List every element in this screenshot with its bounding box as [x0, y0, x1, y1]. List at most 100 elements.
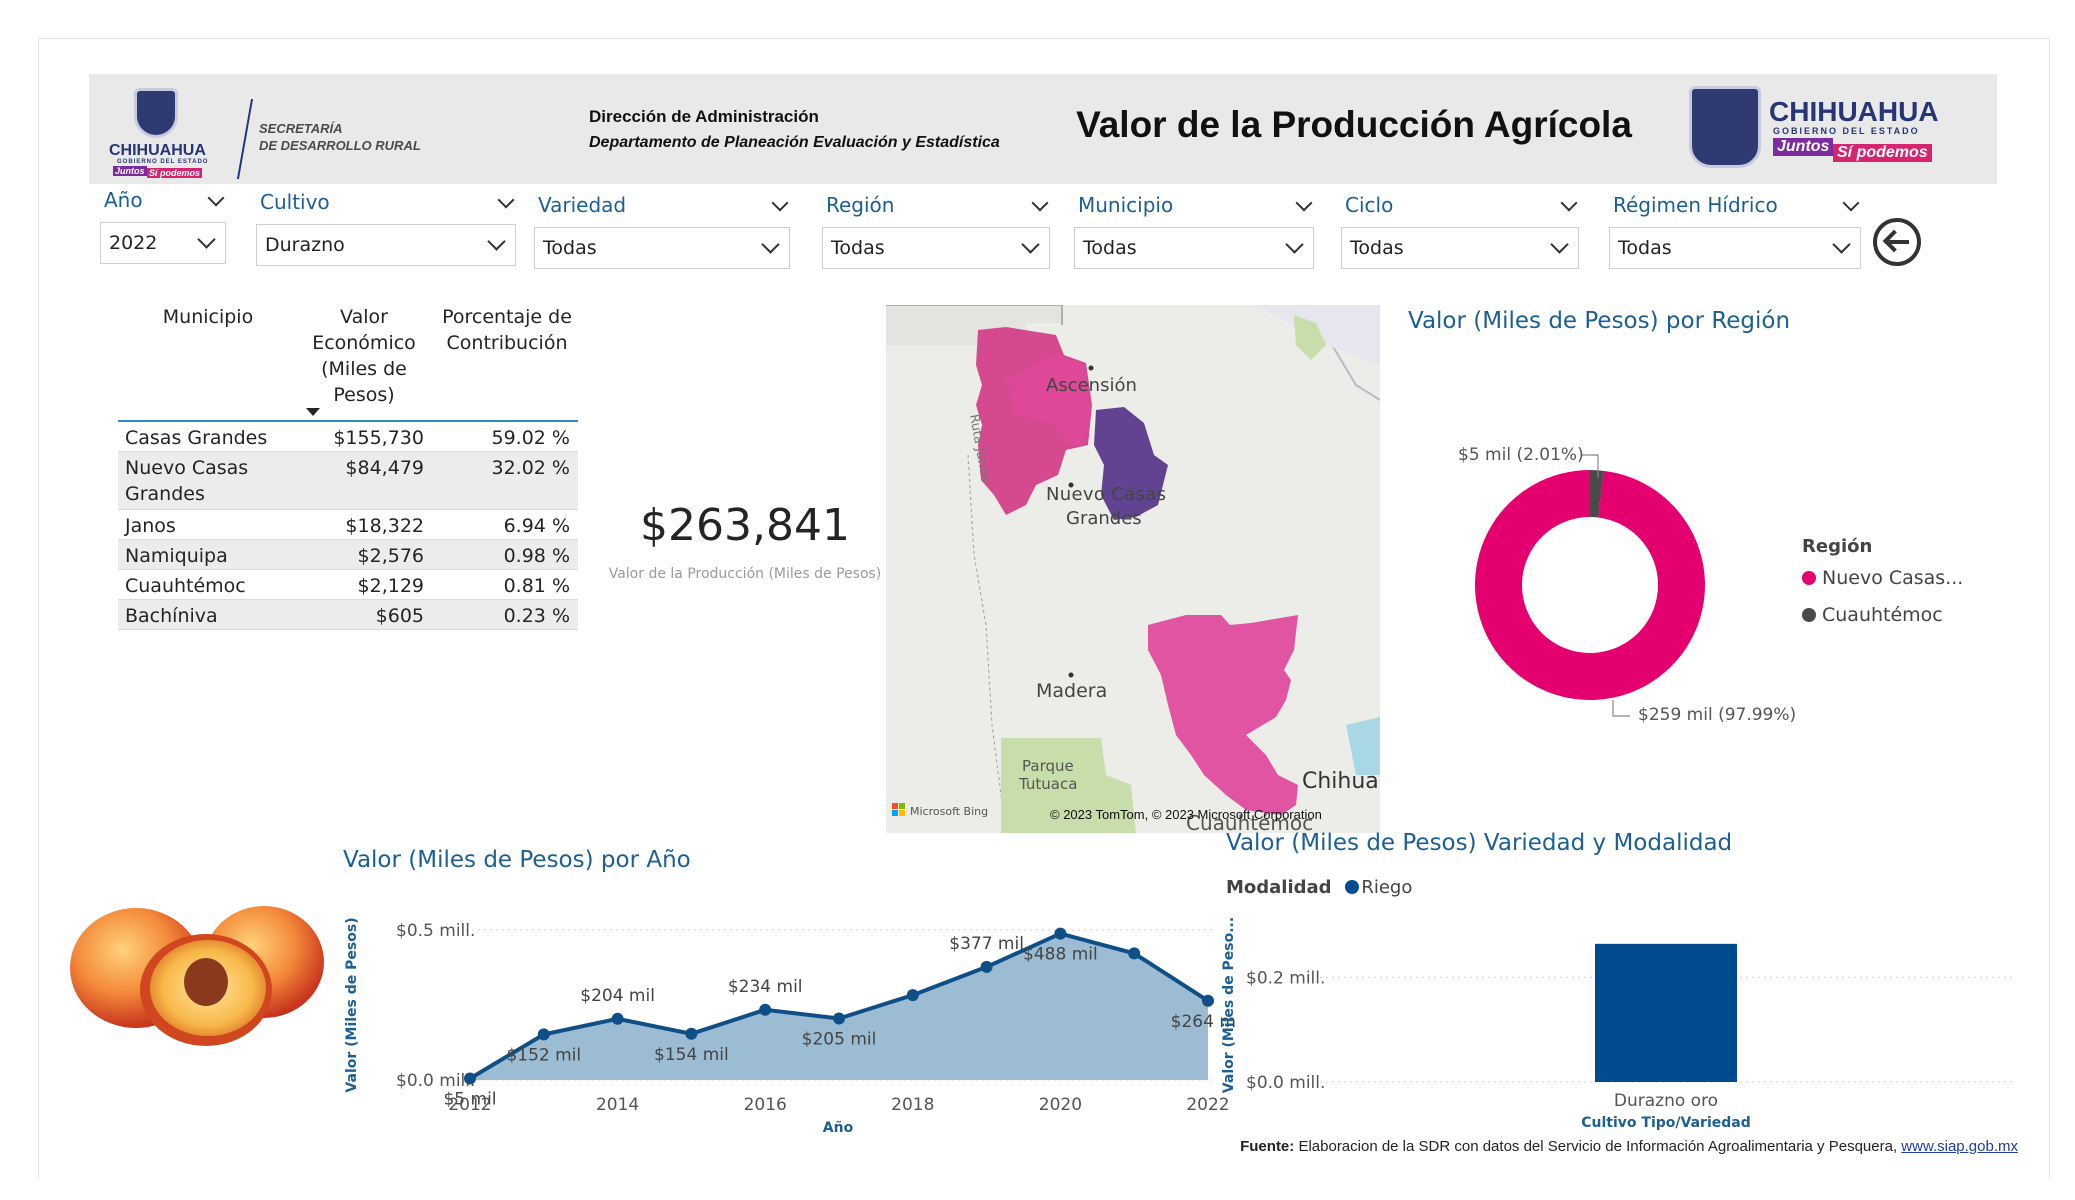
- map-road: [967, 454, 1007, 833]
- col-header-pct-l2: Contribución: [446, 332, 568, 354]
- table-row[interactable]: Janos $18,322 6.94 %: [118, 510, 578, 540]
- data-point[interactable]: [833, 1012, 845, 1025]
- filter-label: Municipio: [1078, 193, 1174, 217]
- donut-slice-0[interactable]: [1475, 470, 1705, 700]
- y-axis-title: Valor (Miles de Pesos): [344, 917, 360, 1092]
- filter-regimen-hidrico[interactable]: Régimen Hídrico Todas: [1609, 193, 1861, 273]
- cell-valor: $84,479: [345, 457, 424, 479]
- data-point[interactable]: [1054, 927, 1067, 940]
- bar-legend-title: Modalidad: [1226, 877, 1332, 898]
- bar-durazno-oro[interactable]: [1595, 943, 1737, 1082]
- sort-desc-icon[interactable]: [306, 408, 320, 416]
- municipio-map[interactable]: Ascensión Nuevo Casas Grandes Madera Par…: [886, 305, 1380, 833]
- chihuahua-logo-left: CHIHUAHUA GOBIERNO DEL ESTADO Juntos Sí …: [109, 84, 439, 179]
- donut-chart[interactable]: [1440, 440, 1740, 740]
- chevron-down-icon[interactable]: [1560, 194, 1578, 212]
- filter-value: Todas: [831, 237, 885, 259]
- arrow-left-head: [1882, 229, 1906, 253]
- map-label-tutuaca-l1: Parque: [1022, 757, 1074, 775]
- data-point[interactable]: [537, 1028, 550, 1041]
- filter-cultivo[interactable]: Cultivo Durazno: [256, 190, 516, 270]
- chevron-down-icon[interactable]: [1832, 235, 1851, 254]
- bar-legend-riego[interactable]: Riego: [1361, 877, 1413, 898]
- cell-valor: $18,322: [345, 515, 424, 537]
- data-point[interactable]: [1202, 994, 1214, 1007]
- filter-dropdown[interactable]: Todas: [1074, 227, 1314, 269]
- chevron-down-icon[interactable]: [1031, 194, 1049, 212]
- cell-pct: 0.98 %: [503, 545, 570, 567]
- data-point[interactable]: [1128, 947, 1141, 960]
- map-label-ncg-line1: Nuevo Casas: [1046, 484, 1166, 505]
- chevron-down-icon[interactable]: [487, 232, 506, 251]
- y-axis-title: Valor (Miles de Peso...: [1221, 917, 1237, 1093]
- col-header-municipio[interactable]: Municipio: [162, 306, 254, 328]
- filter-value: Todas: [1350, 237, 1404, 259]
- chevron-down-icon[interactable]: [497, 191, 515, 209]
- chevron-down-icon[interactable]: [1021, 235, 1040, 254]
- data-point[interactable]: [980, 960, 993, 973]
- chevron-down-icon[interactable]: [1285, 235, 1304, 254]
- map-label-ascension: Ascensión: [1046, 375, 1137, 396]
- table-row[interactable]: Nuevo Casas Grandes $84,479 32.02 %: [118, 452, 578, 510]
- map-region-janos[interactable]: [1006, 353, 1091, 445]
- data-point[interactable]: [611, 1012, 624, 1025]
- data-label: $377 mil: [949, 934, 1024, 954]
- source-link[interactable]: www.siap.gob.mx: [1901, 1138, 2018, 1155]
- cell-pct: 59.02 %: [491, 427, 571, 449]
- data-label: $234 mil: [728, 977, 803, 997]
- data-point[interactable]: [685, 1027, 698, 1040]
- map-park-north: [1294, 315, 1326, 360]
- legend-item-nuevo-casas[interactable]: Nuevo Casas...: [1802, 567, 1963, 589]
- logo-sub: GOBIERNO DEL ESTADO: [117, 159, 209, 165]
- filter-dropdown[interactable]: Durazno: [256, 224, 516, 266]
- filter-label: Variedad: [538, 193, 627, 217]
- filter-dropdown[interactable]: Todas: [1341, 227, 1579, 269]
- col-header-porcentaje[interactable]: Porcentaje de Contribución: [436, 304, 578, 356]
- filter-municipio[interactable]: Municipio Todas: [1074, 193, 1314, 273]
- donut-slice-1[interactable]: [1590, 470, 1604, 518]
- cell-valor: $155,730: [333, 427, 424, 449]
- table-row[interactable]: Casas Grandes $155,730 59.02 %: [118, 422, 578, 452]
- filter-dropdown[interactable]: Todas: [534, 227, 790, 269]
- chevron-down-icon[interactable]: [761, 235, 780, 254]
- y-tick-label: $0.5 mill.: [396, 921, 475, 941]
- map-region-nuevo-casas-grandes[interactable]: [1094, 407, 1168, 520]
- chevron-down-icon[interactable]: [207, 189, 225, 207]
- col-header-valor[interactable]: Valor Económico (Miles de Pesos): [308, 304, 420, 408]
- line-chart[interactable]: $0.0 mill. $0.5 mill. $5 mil $152 mil $204 m…: [336, 900, 1236, 1140]
- chevron-down-icon[interactable]: [1842, 194, 1860, 212]
- x-axis-title: Cultivo Tipo/Variedad: [1581, 1115, 1750, 1131]
- table-row[interactable]: Cuauhtémoc $2,129 0.81 %: [118, 570, 578, 600]
- map-region-namiquipa[interactable]: [1148, 615, 1298, 815]
- map-city-dot: [1088, 365, 1094, 371]
- legend-dot: [1345, 880, 1360, 894]
- filter-dropdown[interactable]: Todas: [822, 227, 1050, 269]
- table-row[interactable]: Namiquipa $2,576 0.98 %: [118, 540, 578, 570]
- map-land: [886, 305, 1380, 833]
- data-point[interactable]: [759, 1003, 772, 1016]
- filter-ciclo[interactable]: Ciclo Todas: [1341, 193, 1579, 273]
- data-label: $5 mil: [443, 1090, 496, 1110]
- chevron-down-icon[interactable]: [1295, 194, 1313, 212]
- chevron-down-icon[interactable]: [771, 194, 789, 212]
- back-button[interactable]: [1873, 218, 1921, 266]
- cell-pct: 32.02 %: [491, 457, 571, 479]
- table-row[interactable]: Bachíniva $605 0.23 %: [118, 600, 578, 630]
- x-tick-label: 2018: [891, 1095, 934, 1115]
- chevron-down-icon[interactable]: [197, 230, 216, 249]
- data-point[interactable]: [464, 1072, 476, 1085]
- cell-valor: $2,576: [357, 545, 424, 567]
- filter-value: Durazno: [265, 234, 345, 256]
- data-point[interactable]: [906, 989, 919, 1002]
- bar-chart[interactable]: $0.0 mill. $0.2 mill. Durazno oro Cultivo T…: [1220, 905, 2020, 1140]
- filter-dropdown[interactable]: 2022: [100, 222, 226, 264]
- filter-dropdown[interactable]: Todas: [1609, 227, 1861, 269]
- filter-variedad[interactable]: Variedad Todas: [534, 193, 790, 273]
- chevron-down-icon[interactable]: [1550, 235, 1569, 254]
- filter-anio[interactable]: Año 2022: [100, 188, 226, 268]
- dept-line1: Dirección de Administración: [589, 107, 819, 126]
- data-label: $488 mil: [1023, 945, 1098, 965]
- filter-region[interactable]: Región Todas: [822, 193, 1050, 273]
- legend-item-cuauhtemoc[interactable]: Cuauhtémoc: [1802, 604, 1943, 626]
- dept-line2: Departamento de Planeación Evaluación y …: [589, 134, 1000, 151]
